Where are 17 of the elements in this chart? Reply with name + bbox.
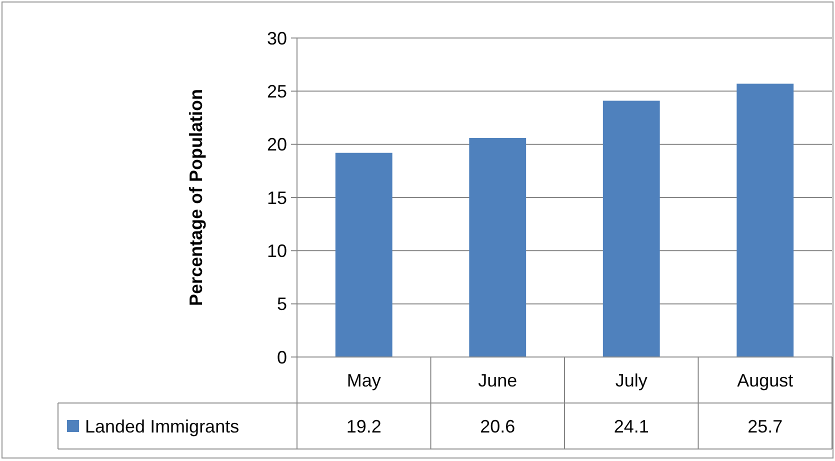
x-tick-label: June [478, 370, 518, 390]
y-tick-label: 25 [266, 81, 287, 102]
y-tick-label: 30 [266, 28, 287, 48]
x-tick-label: May [346, 370, 381, 390]
y-tick-label: 5 [276, 294, 287, 314]
data-label: 20.6 [480, 416, 516, 436]
x-tick-label: August [737, 370, 794, 390]
y-axis-title: Percentage of Population [186, 88, 206, 306]
data-label: 19.2 [346, 416, 382, 436]
y-tick-label: 15 [266, 188, 287, 208]
legend-label: Landed Immigrants [85, 416, 240, 436]
y-tick-label: 0 [276, 347, 287, 368]
data-label: 25.7 [748, 416, 783, 436]
y-tick-label: 10 [266, 240, 287, 261]
x-tick-label: July [615, 370, 648, 390]
y-tick-label: 20 [266, 134, 287, 155]
data-label: 24.1 [614, 416, 649, 436]
